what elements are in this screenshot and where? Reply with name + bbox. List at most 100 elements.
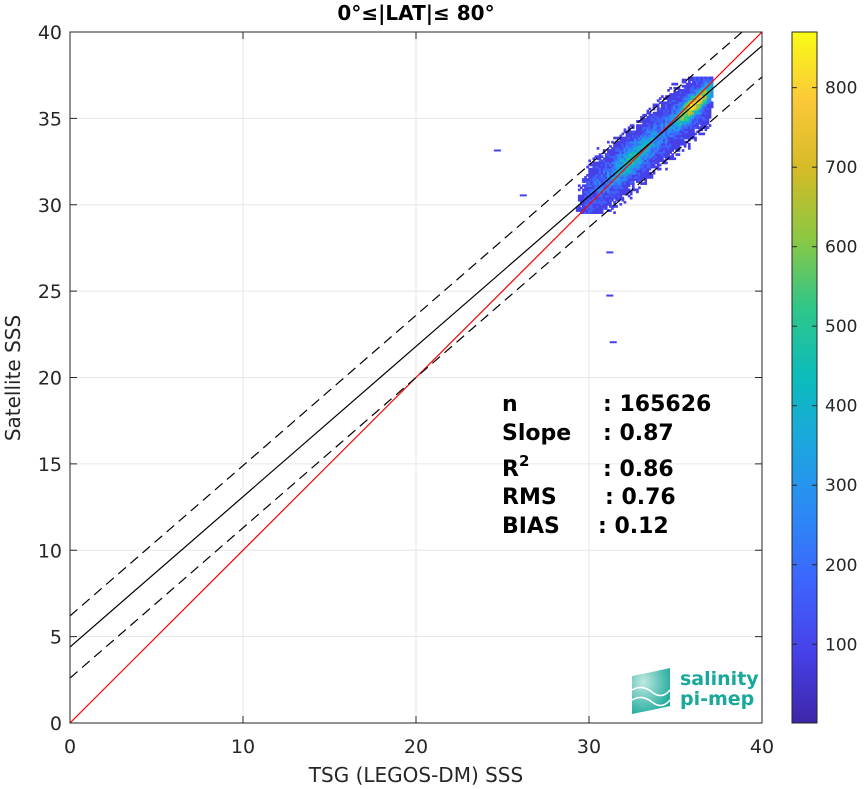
density-cell xyxy=(636,174,639,177)
density-cell xyxy=(681,91,685,94)
density-cell xyxy=(660,126,664,129)
density-cell xyxy=(673,111,677,115)
density-cell xyxy=(654,155,658,159)
density-cell xyxy=(642,144,645,148)
density-cell xyxy=(694,93,697,96)
density-cell xyxy=(692,78,695,82)
density-cell xyxy=(627,184,631,188)
density-cell xyxy=(600,167,604,171)
density-cell xyxy=(609,161,612,165)
density-cell xyxy=(654,157,658,161)
density-cell xyxy=(629,134,633,138)
density-cell xyxy=(640,147,643,150)
density-cell xyxy=(588,186,591,190)
density-cell xyxy=(638,134,641,138)
density-cell xyxy=(617,180,621,183)
density-cell xyxy=(646,109,650,113)
density-cell xyxy=(615,142,618,146)
density-cell xyxy=(692,107,695,111)
density-cell xyxy=(660,151,664,154)
density-cell xyxy=(580,209,583,212)
density-cell xyxy=(698,115,702,119)
density-cell xyxy=(627,132,631,136)
density-cell xyxy=(671,132,675,136)
density-cell xyxy=(638,180,641,183)
density-cell xyxy=(704,111,708,115)
density-cell xyxy=(690,86,693,90)
density-cell xyxy=(602,190,606,194)
density-cell xyxy=(621,157,625,161)
density-cell xyxy=(615,167,618,171)
density-cell xyxy=(609,198,612,202)
density-cell xyxy=(700,101,704,105)
density-cell xyxy=(656,157,660,161)
density-cell xyxy=(667,107,670,111)
regression-lines xyxy=(70,32,762,723)
density-cell xyxy=(702,86,706,90)
density-cell xyxy=(654,118,658,121)
density-cell xyxy=(598,186,602,190)
density-cell xyxy=(617,196,621,200)
density-cell xyxy=(696,113,699,117)
density-cell xyxy=(673,144,677,148)
density-cell xyxy=(606,186,610,190)
density-cell xyxy=(690,107,693,111)
density-cell xyxy=(681,89,685,92)
density-cell xyxy=(636,142,639,146)
density-cell xyxy=(663,111,666,115)
density-cell xyxy=(594,211,598,214)
density-cell xyxy=(669,109,672,113)
density-cell xyxy=(658,147,662,150)
density-cell xyxy=(681,142,685,146)
wave-logo-detail-2 xyxy=(631,696,671,707)
density-cell xyxy=(683,120,687,123)
density-cell xyxy=(646,153,650,156)
density-cell xyxy=(631,182,635,185)
density-cell xyxy=(692,134,695,138)
density-cell xyxy=(623,178,627,181)
density-cell xyxy=(702,103,706,107)
density-cell xyxy=(602,157,606,161)
density-cell xyxy=(669,155,672,159)
density-cell xyxy=(667,147,670,150)
density-cell xyxy=(594,165,598,169)
density-cell xyxy=(598,196,602,200)
density-cell xyxy=(631,186,635,190)
density-cell xyxy=(617,184,621,188)
density-cell xyxy=(652,115,656,119)
density-cell xyxy=(611,161,614,165)
density-cell xyxy=(598,182,602,185)
density-cell xyxy=(588,207,591,210)
density-cell xyxy=(685,95,689,98)
density-cell xyxy=(648,126,652,129)
density-cell xyxy=(648,120,652,123)
density-cell xyxy=(611,188,614,192)
density-cell xyxy=(700,103,704,107)
density-cell xyxy=(596,155,600,159)
density-cell xyxy=(660,140,664,144)
density-cell xyxy=(629,142,633,146)
density-cell xyxy=(619,165,623,169)
density-cell xyxy=(681,130,685,134)
density-cell xyxy=(710,91,714,94)
y-axis-label: Satellite SSS xyxy=(1,315,25,441)
density-cell xyxy=(625,142,629,146)
colorbar-tick-label: 100 xyxy=(825,635,857,655)
density-cell xyxy=(638,176,641,179)
density-cell xyxy=(690,76,693,80)
density-cell xyxy=(598,211,602,214)
density-cell xyxy=(631,163,635,167)
density-cell xyxy=(706,80,710,84)
density-cell xyxy=(638,178,641,181)
density-cell xyxy=(646,132,650,136)
density-cell xyxy=(606,167,610,171)
density-cell xyxy=(623,155,627,159)
density-cell xyxy=(690,84,693,88)
density-cell xyxy=(644,163,648,167)
density-cell xyxy=(665,115,668,119)
density-cell xyxy=(663,124,666,127)
density-cell xyxy=(638,130,641,134)
density-cell xyxy=(667,113,670,117)
y-tick-label: 40 xyxy=(38,22,62,44)
